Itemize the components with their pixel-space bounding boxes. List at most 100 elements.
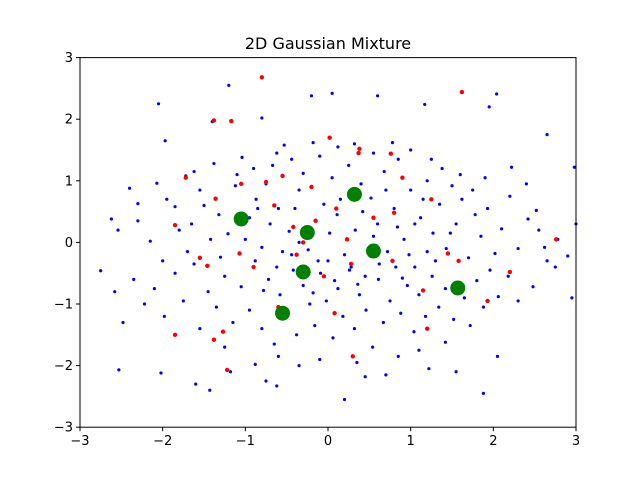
- series-0-point-157: [363, 375, 367, 379]
- ticks-layer: −3 −2 −1 0 1 2 3 −3 −2 −1 0 1 2 3: [54, 51, 580, 449]
- series-0-point-65: [444, 246, 448, 251]
- y-tick-label-2: −1: [54, 298, 73, 313]
- series-0-point-139: [496, 295, 500, 299]
- chart-title: 2D Gaussian Mixture: [245, 34, 411, 53]
- series-0-point-222: [256, 206, 260, 211]
- series-0-point-16: [128, 186, 132, 190]
- series-0-point-88: [152, 287, 156, 291]
- series-0-point-203: [440, 166, 444, 171]
- series-0-point-110: [313, 323, 317, 328]
- series-0-point-136: [475, 278, 479, 283]
- series-0-point-47: [342, 253, 347, 257]
- series-0-point-25: [218, 255, 223, 259]
- series-0-point-114: [336, 287, 340, 291]
- x-tick-label-2: −1: [236, 434, 255, 449]
- series-0-point-196: [311, 141, 315, 145]
- series-0-point-135: [468, 323, 472, 328]
- series-0-point-46: [335, 213, 339, 217]
- series-0-point-57: [396, 157, 400, 161]
- series-0-point-22: [198, 188, 202, 192]
- series-0-point-113: [331, 336, 335, 340]
- series-0-point-177: [316, 259, 320, 263]
- series-0-point-98: [239, 285, 243, 289]
- series-0-point-178: [328, 231, 332, 235]
- series-0-point-17: [136, 201, 140, 206]
- series-0-point-124: [394, 265, 398, 269]
- series-1-point-28: [294, 252, 299, 257]
- series-0-point-4: [330, 91, 334, 95]
- series-0-point-211: [377, 262, 381, 266]
- series-0-point-128: [417, 293, 421, 297]
- series-0-point-51: [363, 274, 367, 278]
- series-1-point-24: [197, 255, 203, 260]
- series-0-point-53: [376, 222, 380, 226]
- series-1-point-6: [263, 179, 269, 185]
- series-1-point-2: [211, 118, 217, 123]
- series-0-point-115: [341, 314, 345, 318]
- series-1-point-35: [507, 269, 513, 275]
- series-0-point-185: [407, 253, 411, 257]
- series-0-point-165: [276, 354, 280, 358]
- series-0-point-193: [252, 166, 256, 171]
- series-0-point-220: [297, 240, 301, 244]
- series-0-point-184: [395, 225, 400, 229]
- series-0-point-153: [297, 364, 301, 368]
- series-0-point-173: [268, 222, 272, 226]
- series-0-point-121: [376, 277, 381, 281]
- series-2-point-2: [346, 186, 362, 202]
- series-0-point-179: [338, 197, 342, 201]
- series-1-point-41: [332, 311, 337, 316]
- series-0-point-79: [542, 245, 547, 249]
- series-0-point-81: [566, 254, 570, 258]
- series-1-point-13: [309, 184, 314, 190]
- series-0-point-7: [156, 102, 161, 106]
- series-0-point-24: [209, 237, 213, 241]
- series-0-point-131: [437, 305, 441, 309]
- series-0-point-89: [162, 314, 166, 318]
- series-1-point-38: [211, 337, 217, 342]
- series-1-point-15: [313, 218, 318, 224]
- series-1-point-4: [183, 175, 189, 180]
- series-0-point-204: [212, 161, 216, 166]
- series-1-point-7: [280, 173, 285, 179]
- series-1-point-8: [327, 135, 332, 140]
- series-0-point-31: [260, 245, 264, 249]
- series-0-point-142: [531, 285, 535, 289]
- series-0-point-39: [301, 171, 305, 176]
- series-0-point-112: [324, 299, 328, 303]
- series-2-point-0: [233, 211, 249, 227]
- series-0-point-96: [223, 274, 227, 278]
- series-0-point-129: [423, 314, 428, 318]
- y-tick-label-5: 2: [65, 113, 73, 128]
- series-1-point-37: [220, 329, 226, 334]
- series-0-point-155: [342, 397, 347, 402]
- series-0-point-85: [121, 320, 125, 325]
- series-0-point-99: [247, 308, 252, 312]
- series-0-point-64: [438, 202, 442, 206]
- series-1-point-30: [348, 261, 354, 267]
- x-tick-label-3: 0: [324, 434, 332, 449]
- series-0-point-152: [275, 384, 279, 388]
- series-0-point-215: [161, 259, 165, 263]
- series-1-point-17: [213, 196, 218, 201]
- series-0-point-97: [231, 320, 235, 325]
- series-2: [233, 186, 466, 321]
- series-0-point-75: [508, 194, 512, 198]
- series-0-point-92: [192, 262, 196, 266]
- series-0-point-3: [376, 94, 380, 98]
- series-1-point-36: [485, 298, 490, 304]
- series-0-point-23: [190, 222, 194, 226]
- series-0-point-45: [330, 176, 334, 180]
- series-0-point-180: [349, 265, 353, 269]
- series-0-point-37: [291, 268, 295, 272]
- series-0-point-90: [173, 271, 177, 275]
- series-0-point-214: [185, 250, 190, 254]
- series-2-point-6: [450, 280, 466, 296]
- series-0-point-189: [458, 173, 462, 177]
- series-0-point-213: [425, 250, 429, 254]
- series-0-point-76: [516, 246, 520, 251]
- series-0-point-70: [473, 213, 477, 217]
- series-1-point-46: [301, 240, 306, 245]
